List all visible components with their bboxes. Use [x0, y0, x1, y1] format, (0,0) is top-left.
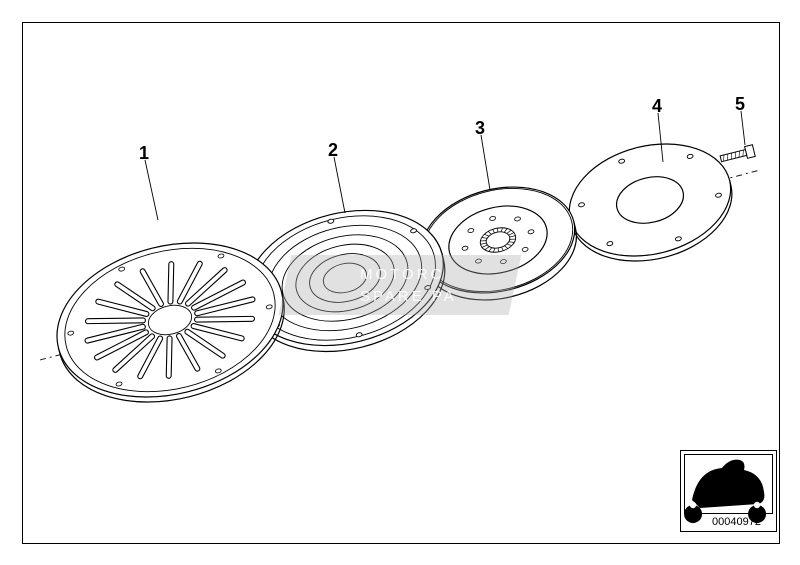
- watermark-line1: MOTORC: [360, 266, 444, 283]
- callout-1: 1: [139, 143, 149, 164]
- part-number: 00040972: [712, 516, 761, 528]
- watermark-bg: [279, 255, 522, 315]
- watermark-line2: SPARE PA: [360, 288, 457, 305]
- callout-5: 5: [735, 94, 745, 115]
- icon-inner-frame: [684, 454, 773, 514]
- callout-3: 3: [475, 118, 485, 139]
- callout-4: 4: [652, 96, 662, 117]
- callout-2: 2: [328, 140, 338, 161]
